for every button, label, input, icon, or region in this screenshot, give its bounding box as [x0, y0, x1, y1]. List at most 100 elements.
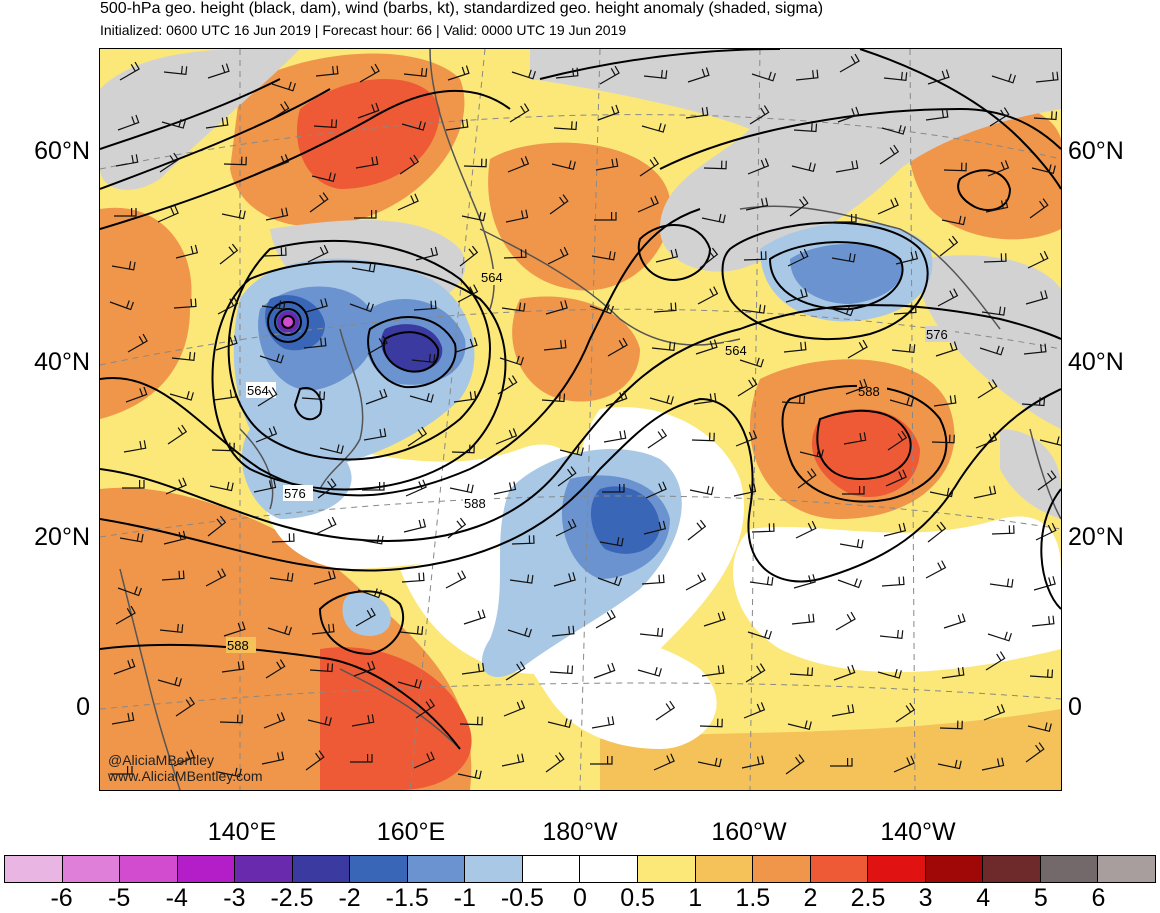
anomaly-neg-core-magenta [283, 317, 293, 327]
wind-barb [449, 483, 474, 494]
wind-barb [837, 578, 862, 589]
wind-barb [687, 67, 710, 83]
contour-582 [100, 304, 1061, 542]
wind-barb [415, 246, 439, 261]
anomaly-pos-central [512, 296, 640, 402]
wind-barb [543, 339, 567, 351]
wind-barb [269, 572, 294, 582]
contour-label-group: 564 564 576 588 588 564 576 588 [226, 269, 955, 653]
wind-barb [359, 63, 380, 83]
wind-barb [787, 720, 812, 731]
wind-barb [701, 213, 726, 224]
coast-philippines [119, 568, 181, 790]
wind-barb [641, 574, 665, 585]
colorbar-label: -1 [453, 884, 476, 912]
wind-barb [655, 700, 676, 721]
colorbar-label: 0 [573, 884, 587, 912]
wind-barb [110, 766, 133, 775]
wind-barb [451, 444, 475, 454]
wind-barb [555, 518, 577, 537]
wind-barb [401, 572, 425, 583]
colorbar-swatch [522, 856, 581, 882]
land-gray-northwest [100, 49, 300, 190]
wind-barb [991, 73, 1016, 84]
wind-barb [685, 106, 709, 119]
wind-barb [983, 704, 1006, 721]
wind-barb [169, 390, 194, 401]
coast-korea [239, 428, 274, 510]
wind-barb [307, 716, 332, 727]
contour-label: 576 [926, 327, 948, 342]
wind-barb [937, 759, 962, 770]
colorbar-label: 4 [976, 884, 991, 912]
wind-barb [122, 480, 145, 489]
wind-barb [553, 121, 578, 131]
contour-588-south [100, 643, 461, 750]
wind-barb [895, 702, 916, 723]
wind-barb [115, 154, 139, 167]
wind-barb [941, 666, 965, 679]
wind-barb [447, 65, 470, 81]
wind-barb [311, 623, 335, 635]
wind-barb [407, 426, 428, 447]
wind-barb [313, 570, 336, 585]
wind-barb [887, 430, 908, 451]
wind-barb [741, 755, 765, 769]
wind-barb [687, 519, 707, 541]
wind-barb [703, 160, 727, 170]
wind-barb [741, 304, 766, 314]
wind-barb [649, 394, 674, 405]
wind-barb [783, 341, 807, 353]
wind-barb [163, 65, 188, 75]
wind-barb [315, 65, 339, 77]
anomaly-pos-west [100, 207, 192, 419]
wind-barb [795, 520, 817, 539]
wind-barb [359, 535, 384, 545]
wind-barb [747, 629, 772, 640]
contour-label: 564 [247, 383, 269, 398]
wind-barb [547, 246, 569, 265]
wind-barb [985, 651, 1006, 671]
coastlines [119, 49, 1061, 790]
colorbar-swatch [465, 856, 523, 882]
wind-barb [797, 468, 817, 489]
land-gray-usa [1000, 429, 1061, 519]
wind-barb [551, 160, 576, 171]
wind-barb [205, 116, 229, 129]
wind-barb [157, 205, 179, 223]
wind-barb [939, 720, 963, 730]
wind-barb [793, 123, 818, 133]
colorbar-swatch [407, 856, 466, 882]
anomaly-neg-gulf-alaska-core [790, 244, 903, 304]
contour-594-high [816, 409, 912, 481]
wind-barb [499, 355, 524, 366]
wind-barb [501, 753, 525, 767]
wind-barb [445, 570, 467, 589]
wind-barb [697, 286, 719, 305]
wind-barb [119, 533, 144, 543]
wind-barb [991, 525, 1015, 535]
wind-barb [165, 477, 187, 495]
colorbar-label: -2 [338, 884, 361, 912]
contour-north-east-1 [659, 107, 1061, 170]
wind-barb [353, 660, 376, 677]
wind-barb [747, 158, 770, 175]
wind-barb [833, 664, 856, 681]
wind-barb [215, 335, 238, 351]
colorbar-swatch [350, 856, 408, 882]
wind-barb [837, 106, 860, 123]
wind-barb [115, 605, 136, 625]
colorbar-swatch [580, 856, 639, 882]
wind-barb [599, 537, 624, 547]
colorbar-swatch [62, 856, 121, 882]
wind-barb [317, 478, 337, 499]
colorbar-label: -4 [165, 884, 188, 912]
lat-label-left: 40°N [34, 348, 90, 376]
wind-barb [883, 522, 907, 537]
wind-barb [211, 442, 235, 452]
anomaly-neutral-east [733, 516, 1061, 673]
wind-barb [399, 154, 420, 175]
wind-barb [699, 718, 723, 728]
wind-barb [735, 430, 758, 447]
contour-north-3 [100, 89, 511, 230]
